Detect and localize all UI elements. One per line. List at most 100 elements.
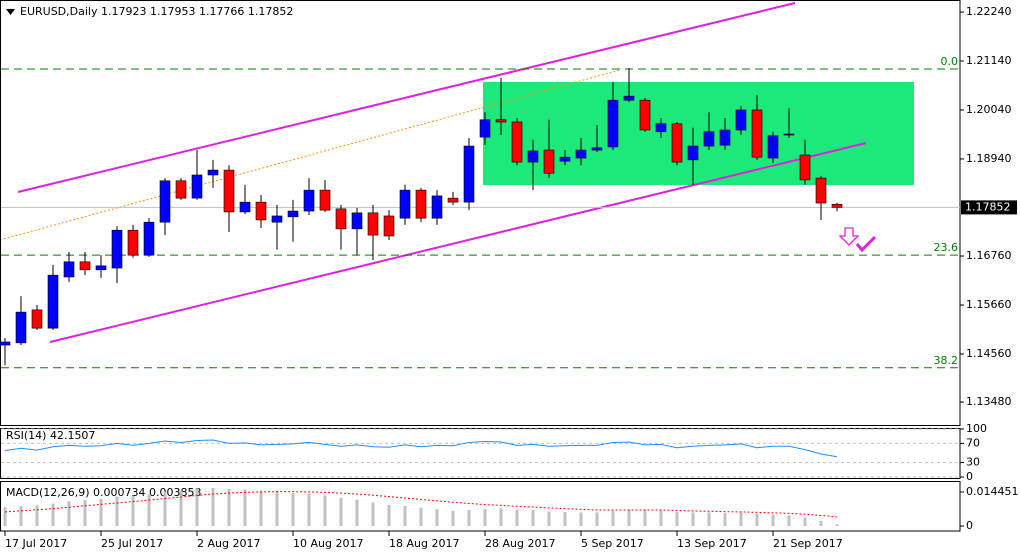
y-tick-label: 100	[966, 422, 987, 435]
candle-body	[447, 197, 459, 203]
macd-bar	[403, 506, 407, 527]
candle-body	[431, 195, 443, 219]
macd-bar	[307, 493, 311, 527]
candle-body	[79, 261, 91, 271]
macd-bar	[787, 515, 791, 527]
macd-bar	[131, 495, 135, 527]
candle-body	[31, 309, 43, 329]
macd-bar	[611, 510, 615, 527]
fib-label: 38.2	[934, 354, 959, 367]
macd-pane-border	[0, 481, 961, 532]
candle-body	[671, 123, 683, 163]
candle-body	[815, 177, 827, 204]
x-tick-label: 5 Sep 2017	[581, 537, 644, 550]
candle-body	[767, 135, 779, 159]
check-icon	[855, 235, 877, 253]
candle-body	[95, 265, 107, 271]
macd-bar	[451, 510, 455, 527]
macd-bar	[67, 501, 71, 527]
macd-bar	[163, 491, 167, 527]
candle-body	[799, 154, 811, 181]
macd-bar	[547, 511, 551, 527]
macd-bar	[387, 504, 391, 527]
y-tick-label: 1.14560	[966, 347, 1012, 360]
macd-bar	[819, 520, 823, 527]
y-tick-label: 1.22240	[966, 5, 1012, 18]
candle-body	[63, 261, 75, 278]
candle-body	[159, 180, 171, 223]
macd-bar	[227, 488, 231, 527]
macd-bar	[419, 507, 423, 527]
main-pane-border	[0, 0, 961, 426]
y-tick-label: 1.15660	[966, 298, 1012, 311]
macd-bar	[259, 490, 263, 527]
macd-bar	[19, 506, 23, 527]
lower-channel-line	[49, 142, 867, 343]
macd-bar	[803, 517, 807, 527]
macd-bar	[3, 507, 7, 527]
y-tick-label: 1.20040	[966, 103, 1012, 116]
x-tick-label: 2 Aug 2017	[197, 537, 260, 550]
range-box	[483, 82, 914, 185]
macd-bar	[275, 491, 279, 527]
macd-bar	[291, 493, 295, 527]
y-tick-label: 0.014451	[966, 485, 1019, 498]
x-tick-label: 13 Sep 2017	[677, 537, 747, 550]
y-tick-label: 0	[966, 519, 973, 532]
y-tick-label: 1.16760	[966, 249, 1012, 262]
candle-body	[383, 215, 395, 237]
candle-body	[191, 174, 203, 199]
macd-bar	[579, 512, 583, 527]
y-tick-label: 1.21140	[966, 54, 1012, 67]
macd-bar	[563, 511, 567, 527]
candle-body	[735, 109, 747, 131]
macd-bar	[675, 511, 679, 527]
macd-bar	[723, 512, 727, 527]
candle-body	[223, 169, 235, 213]
macd-bar	[531, 510, 535, 527]
macd-bar	[83, 500, 87, 527]
candle-body	[207, 169, 219, 176]
candle-body	[0, 341, 11, 346]
macd-bar	[739, 512, 743, 527]
macd-bar	[323, 495, 327, 527]
down-arrow-icon	[838, 227, 860, 246]
macd-bar	[243, 489, 247, 527]
x-tick-label: 10 Aug 2017	[293, 537, 363, 550]
macd-bar	[483, 509, 487, 527]
macd-bar	[99, 498, 103, 527]
candle-body	[655, 123, 667, 133]
macd-bar	[835, 524, 839, 527]
macd-bar	[659, 510, 663, 527]
candle-body	[639, 99, 651, 131]
x-tick-label: 21 Sep 2017	[773, 537, 843, 550]
macd-bar	[691, 512, 695, 527]
y-tick-label: 30	[966, 456, 980, 469]
candle-body	[143, 221, 155, 256]
macd-bar	[755, 513, 759, 527]
candle-body	[47, 274, 59, 329]
rsi-pane-border	[0, 428, 961, 479]
candle-body	[303, 189, 315, 212]
candle-body	[511, 121, 523, 163]
macd-bar	[179, 490, 183, 527]
macd-bar	[499, 508, 503, 527]
candle-body	[175, 180, 187, 199]
macd-title: MACD(12,26,9) 0.000734 0.003853	[6, 486, 202, 499]
x-tick-label: 25 Jul 2017	[101, 537, 163, 550]
rsi-line	[4, 439, 838, 458]
candle-body	[703, 131, 715, 147]
candle-body	[719, 129, 731, 146]
macd-bar	[211, 487, 215, 527]
y-tick-label: 1.13480	[966, 395, 1012, 408]
mid-channel-line	[0, 69, 621, 241]
macd-bar	[627, 509, 631, 527]
current-price-label: 1.17852	[965, 200, 1011, 213]
candle-body	[239, 201, 251, 213]
fib-label: 23.6	[934, 241, 959, 254]
macd-bar	[195, 488, 199, 527]
macd-bar	[147, 494, 151, 527]
candle-body	[607, 99, 619, 148]
candle-body	[399, 189, 411, 219]
